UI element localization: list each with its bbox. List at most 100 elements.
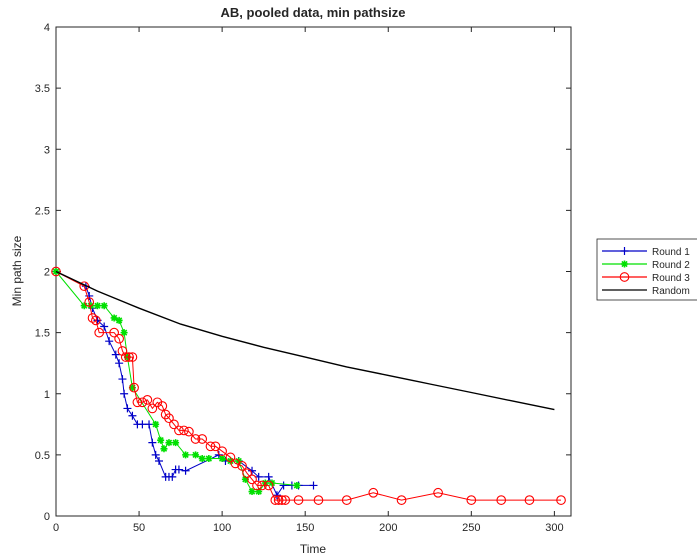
series-round-2-point: [120, 329, 128, 337]
series-round-1-point: [248, 466, 257, 475]
series-round-2-point: [152, 420, 160, 428]
series-round-2-point: [128, 384, 136, 392]
series-round-1-point: [123, 404, 132, 413]
series-round-2-point: [100, 302, 108, 310]
series-round-3-point: [132, 397, 143, 408]
series-round-3-point: [237, 461, 247, 471]
series-round-3-point: [496, 495, 507, 505]
series-round-2-point: [157, 436, 165, 444]
chart-title: AB, pooled data, min pathsize: [221, 5, 406, 20]
series-round-3-point: [247, 474, 257, 485]
series-round-3-point: [368, 487, 379, 498]
legend-round-1: Round 1: [602, 247, 690, 258]
legend-round-2-label: Round 2: [652, 260, 690, 271]
x-tick-label: 50: [133, 522, 145, 534]
series-round-3-point: [277, 495, 287, 505]
axis-ticks: 0 50 100 150 200 250 300 0 0.5 1 1.5 2 2.5 3 3.5 4: [35, 22, 571, 534]
y-tick-label: 3.5: [35, 83, 50, 95]
series-round-2-point: [94, 302, 102, 310]
series-round-1-point: [100, 322, 109, 331]
series-round-3-point: [84, 297, 95, 307]
series-round-3-point: [210, 441, 221, 452]
series-round-3-point: [230, 458, 241, 469]
x-tick-label: 200: [379, 522, 397, 534]
y-axis-label: Min path size: [10, 235, 24, 306]
legend-round-3: Round 3: [602, 272, 690, 284]
series-round-3-point: [257, 480, 267, 491]
series-round-2-point: [255, 488, 263, 496]
x-tick-label: 150: [296, 522, 314, 534]
series-round-3-point: [147, 403, 158, 414]
series-round-1-point: [155, 456, 163, 465]
series-round-3-point: [313, 495, 324, 505]
series-round-1-point: [118, 375, 127, 384]
y-tick-label: 1.5: [35, 328, 50, 340]
series-round-2-point: [115, 316, 123, 324]
series-round-3-point: [127, 352, 138, 362]
series-round-3-point: [263, 480, 274, 491]
series-layer: [51, 266, 566, 505]
series-round-3-point: [225, 452, 236, 463]
series-round-1-point: [264, 472, 273, 481]
series-round-3-point: [252, 480, 262, 491]
series-round-1-point: [151, 450, 160, 459]
series-round-3-point: [242, 468, 252, 479]
series-round-1-point: [168, 472, 177, 481]
series-round-1-point: [128, 411, 137, 420]
series-round-1-point: [145, 420, 154, 429]
series-round-2-point: [205, 455, 213, 463]
series-round-1-point: [105, 337, 114, 346]
series-round-3-point: [94, 327, 105, 338]
x-tick-label: 0: [53, 522, 59, 534]
legend-random: Random: [602, 286, 690, 297]
series-round-3-point: [396, 495, 407, 505]
y-tick-label: 2: [44, 267, 50, 279]
series-round-3-point: [124, 352, 134, 362]
series-round-3-point: [120, 352, 131, 362]
x-tick-label: 300: [545, 522, 563, 534]
series-round-3: [51, 266, 566, 505]
series-round-2-point: [172, 439, 180, 447]
series-round-2-point: [226, 457, 234, 465]
series-round-1-point: [214, 450, 223, 459]
series-round-3-point: [466, 495, 477, 505]
series-round-3-point: [169, 419, 179, 430]
series-round-3-point: [205, 441, 216, 452]
series-round-3-point: [129, 382, 139, 393]
series-round-1-point: [272, 491, 281, 500]
series-round-1-point: [115, 359, 124, 368]
series-round-3-point: [152, 397, 163, 408]
legend-round-3-label: Round 3: [652, 273, 690, 284]
series-round-3-point: [174, 425, 184, 436]
series-round-2-point: [248, 488, 256, 496]
series-round-3-point: [91, 315, 101, 326]
series-round-3-point: [117, 346, 128, 356]
legend: Round 1 Round 2 Round 3 Random: [596, 238, 697, 301]
series-round-3-point: [51, 266, 61, 277]
series-round-2-point: [110, 314, 118, 322]
series-round-3-point: [164, 413, 174, 424]
y-tick-label: 1: [44, 389, 50, 401]
series-round-2-point: [80, 302, 88, 310]
legend-random-label: Random: [652, 286, 690, 297]
series-round-3-point: [184, 426, 194, 437]
series-round-1-point: [111, 350, 120, 359]
series-round-3-point: [197, 434, 208, 444]
series-round-2-point: [293, 481, 301, 489]
series-round-3-point: [556, 495, 566, 505]
series-round-3-point: [190, 434, 201, 444]
series-round-2-point: [165, 439, 173, 447]
series-round-3-point: [433, 487, 443, 498]
series-round-3-point: [270, 495, 281, 505]
legend-round-2: Round 2: [602, 260, 690, 271]
x-tick-label: 100: [213, 522, 231, 534]
legend-round-1-label: Round 1: [652, 247, 690, 258]
series-round-3-point: [524, 495, 535, 505]
series-round-3-point: [293, 495, 304, 505]
series-round-3-point: [280, 495, 291, 505]
legend-round-2-point: [621, 260, 628, 268]
legend-round-1-point: [620, 247, 629, 255]
series-round-2-point: [192, 451, 200, 459]
series-round-3-point: [157, 401, 168, 411]
